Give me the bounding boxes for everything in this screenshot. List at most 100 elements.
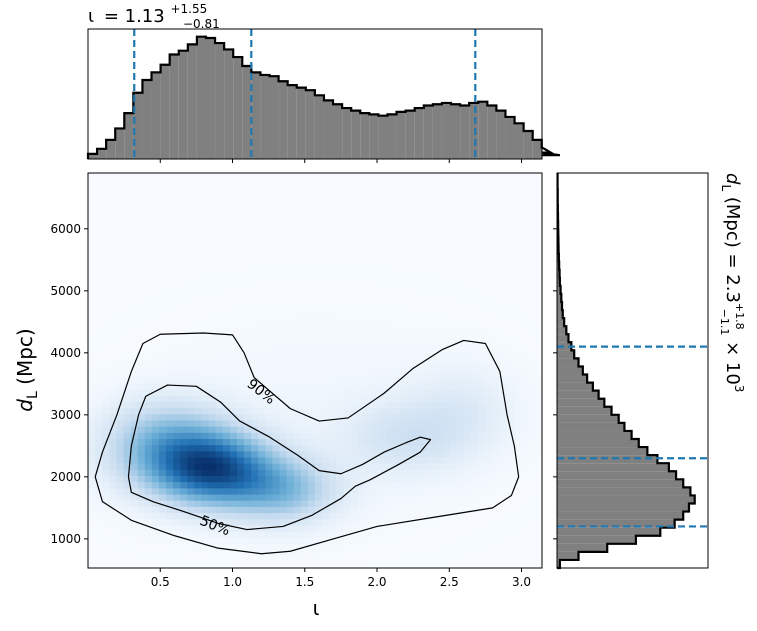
heatmap-cell <box>130 173 139 180</box>
heatmap-cell <box>109 543 117 551</box>
heatmap-cell <box>492 234 501 242</box>
heatmap-cell <box>173 432 181 439</box>
heatmap-cell <box>307 327 316 335</box>
heatmap-cell <box>322 339 330 347</box>
heatmap-cell <box>357 210 366 217</box>
heatmap-cell <box>166 555 174 563</box>
heatmap-cell <box>513 308 522 316</box>
heatmap-cell <box>499 234 508 242</box>
heatmap-cell <box>236 555 245 563</box>
heatmap-cell <box>421 475 430 483</box>
heatmap-cell <box>442 530 451 538</box>
heatmap-cell <box>258 549 266 557</box>
heatmap-cell <box>336 216 344 223</box>
heatmap-cell <box>123 277 132 285</box>
heatmap-cell <box>158 407 167 415</box>
heatmap-cell <box>456 290 465 298</box>
heatmap-cell <box>130 561 139 568</box>
heatmap-cell <box>414 463 423 470</box>
heatmap-cell <box>286 203 295 211</box>
heatmap-cell <box>329 401 337 409</box>
heatmap-cell <box>137 216 146 223</box>
heatmap-cell <box>435 302 444 310</box>
heatmap-cell <box>456 308 465 316</box>
heatmap-cell <box>393 438 401 446</box>
heatmap-cell <box>428 277 437 285</box>
heatmap-cell <box>229 512 238 520</box>
heatmap-cell <box>293 382 302 390</box>
heatmap-cell <box>407 456 415 464</box>
heatmap-cell <box>116 555 125 563</box>
heatmap-cell <box>229 444 238 452</box>
heatmap-cell <box>393 450 401 458</box>
heatmap-cell <box>279 438 288 446</box>
heatmap-cell <box>265 500 274 507</box>
heatmap-cell <box>137 222 146 230</box>
heatmap-cell <box>471 530 479 538</box>
heatmap-cell <box>435 463 444 470</box>
heatmap-cell <box>300 185 309 193</box>
heatmap-cell <box>336 345 344 353</box>
heatmap-cell <box>485 314 493 322</box>
heatmap-cell <box>215 382 224 390</box>
heatmap-cell <box>102 284 110 291</box>
right-marginal-panel: dL (Mpc) = 2.3+1.8−1.1 × 103 <box>553 172 746 570</box>
heatmap-cell <box>414 506 423 514</box>
heatmap-cell <box>456 253 465 261</box>
heatmap-cell <box>201 543 210 551</box>
heatmap-cell <box>272 524 281 532</box>
heatmap-cell <box>506 419 515 427</box>
heatmap-cell <box>393 524 401 532</box>
heatmap-cell <box>88 179 96 186</box>
heatmap-cell <box>499 376 508 384</box>
heatmap-cell <box>343 419 352 427</box>
heatmap-cell <box>378 345 387 353</box>
heatmap-cell <box>194 549 203 557</box>
heatmap-cell <box>208 333 217 341</box>
heatmap-cell <box>414 395 423 402</box>
heatmap-cell <box>166 216 174 223</box>
heatmap-cell <box>272 518 281 526</box>
heatmap-cell <box>350 382 359 390</box>
heatmap-cell <box>130 302 139 310</box>
heatmap-cell <box>279 444 288 452</box>
heatmap-cell <box>123 271 132 279</box>
heatmap-cell <box>456 543 465 551</box>
heatmap-cell <box>102 259 110 267</box>
heatmap-cell <box>407 314 415 322</box>
heatmap-cell <box>492 203 501 211</box>
heatmap-cell <box>336 364 344 372</box>
heatmap-cell <box>485 234 493 242</box>
heatmap-cell <box>130 401 139 409</box>
heatmap-cell <box>371 382 380 390</box>
heatmap-cell <box>158 185 167 193</box>
heatmap-cell <box>144 389 153 396</box>
heatmap-cell <box>442 500 451 507</box>
heatmap-cell <box>265 481 274 489</box>
heatmap-cell <box>343 376 352 384</box>
heatmap-cell <box>201 512 210 520</box>
heatmap-cell <box>407 253 415 261</box>
heatmap-cell <box>158 537 167 544</box>
heatmap-cell <box>343 469 352 477</box>
heatmap-cell <box>215 216 224 223</box>
heatmap-cell <box>357 456 366 464</box>
heatmap-cell <box>378 333 387 341</box>
heatmap-cell <box>180 413 188 421</box>
heatmap-cell <box>520 407 529 415</box>
heatmap-cell <box>315 487 323 495</box>
heatmap-cell <box>421 419 430 427</box>
heatmap-cell <box>293 555 302 563</box>
heatmap-cell <box>385 179 394 186</box>
heatmap-cell <box>229 185 238 193</box>
heatmap-cell <box>236 530 245 538</box>
heatmap-cell <box>158 481 167 489</box>
heatmap-cell <box>499 456 508 464</box>
heatmap-cell <box>322 463 330 470</box>
heatmap-cell <box>520 481 529 489</box>
heatmap-cell <box>371 191 380 199</box>
heatmap-cell <box>435 333 444 341</box>
heatmap-cell <box>151 469 160 477</box>
heatmap-cell <box>173 321 181 328</box>
heatmap-cell <box>364 493 373 501</box>
